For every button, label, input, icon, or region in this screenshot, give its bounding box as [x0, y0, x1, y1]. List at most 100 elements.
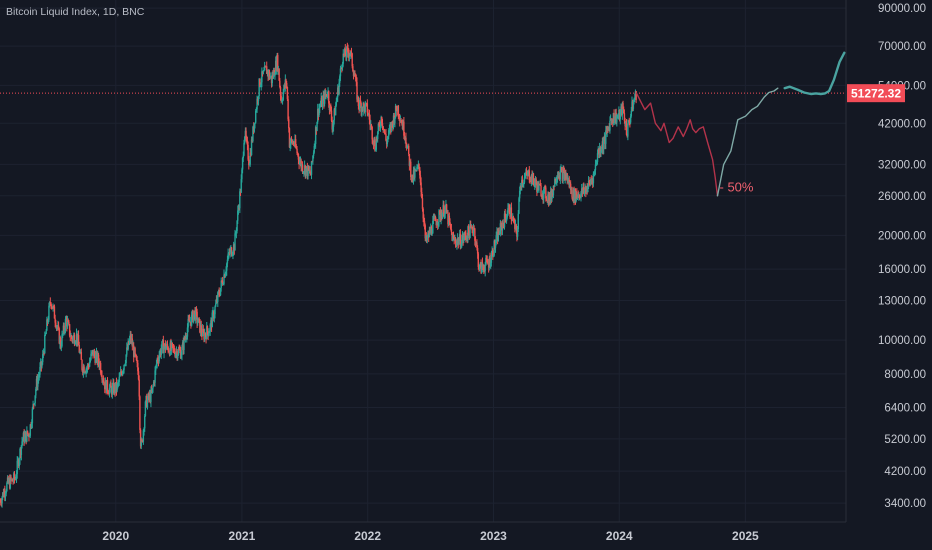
candle-body [292, 142, 295, 145]
candle-body [435, 221, 437, 226]
candle-body [348, 53, 351, 57]
candle-body [599, 147, 601, 154]
candle-body [37, 378, 39, 387]
candle-body [349, 53, 351, 55]
candle-body [508, 204, 511, 213]
candle-body [258, 78, 260, 97]
candle-body [416, 166, 419, 168]
candle-body [49, 302, 52, 303]
candle-body [26, 430, 29, 435]
candle-body [135, 354, 137, 356]
candle-body [313, 145, 315, 153]
candle-body [498, 230, 500, 235]
candle-body [34, 395, 36, 404]
y-tick-label: 10000.00 [878, 335, 926, 347]
candle-body [624, 120, 626, 127]
y-axis[interactable]: 90000.0070000.0054000.0042000.0032000.00… [878, 3, 926, 510]
candle-body [583, 186, 585, 193]
candle-body [474, 228, 476, 241]
candle-body [274, 74, 276, 76]
candle-body [359, 99, 362, 104]
candle-body [162, 339, 165, 354]
candle-body [151, 388, 154, 393]
y-tick-label: 4200.00 [884, 466, 926, 478]
x-axis[interactable]: 2020 2021 2022 2023 2024 2025 [102, 529, 759, 543]
candle-body [544, 186, 546, 188]
candle-body [172, 344, 174, 348]
candle-body [170, 342, 173, 350]
candle-body [376, 138, 378, 140]
candle-body [376, 131, 379, 140]
candle-body [350, 52, 353, 54]
candle-body [432, 220, 434, 234]
candle-body [66, 320, 69, 327]
candle-body [323, 92, 326, 104]
candle-body [497, 230, 499, 242]
candle-body [504, 213, 506, 218]
candle-body [567, 180, 569, 182]
candle-body [28, 435, 31, 438]
candle-body [494, 243, 497, 248]
candle-body [242, 155, 244, 159]
candle-body [452, 235, 454, 241]
candle-body [556, 179, 558, 181]
candle-body [593, 172, 595, 174]
candle-body [370, 124, 373, 128]
candle-body [594, 170, 596, 173]
candle-body [308, 165, 310, 171]
candle-body [223, 274, 225, 284]
candle-body [588, 180, 590, 182]
candle-body [116, 384, 118, 391]
candle-body [110, 383, 112, 388]
candle-body [224, 273, 227, 278]
candle-body [463, 232, 466, 238]
candle-body [408, 154, 411, 166]
candle-body [171, 342, 174, 345]
candle-body [176, 351, 178, 359]
candle-body [124, 364, 126, 366]
candle-body [13, 473, 16, 480]
candle-body [595, 163, 597, 165]
candle-body [485, 257, 488, 260]
candle-body [434, 216, 437, 222]
candle-body [78, 344, 80, 353]
y-tick-label: 20000.00 [878, 230, 926, 242]
candle-body [77, 335, 80, 345]
candle-body [623, 109, 625, 114]
candle-body [41, 362, 43, 367]
candle-body [256, 98, 258, 110]
candle-body [181, 347, 183, 356]
candle-body [432, 217, 435, 221]
candle-body [476, 248, 479, 254]
candle-body [523, 182, 525, 184]
candle-body [254, 122, 256, 124]
candle-body [32, 404, 34, 409]
candle-body [524, 175, 526, 178]
candle-body [137, 371, 140, 380]
candle-body [525, 171, 527, 176]
candle-body [4, 493, 7, 496]
candle-body [490, 262, 492, 267]
candle-body [158, 355, 160, 362]
candle-body [245, 130, 247, 139]
candle-body [22, 439, 24, 442]
x-tick-label: 2025 [732, 529, 759, 543]
candle-body [240, 179, 242, 193]
candle-body [127, 341, 129, 350]
candle-body [583, 190, 586, 193]
candle-body [460, 246, 462, 247]
candle-body [297, 154, 300, 160]
candle-body [516, 229, 519, 237]
candle-body [518, 198, 520, 214]
candle-body [5, 490, 7, 494]
candle-body [273, 70, 276, 76]
candle-body [286, 86, 289, 100]
candle-body [474, 240, 477, 243]
candle-body [384, 133, 386, 134]
candle-body [456, 241, 458, 246]
candle-body [61, 334, 63, 347]
candle-body [617, 115, 619, 117]
candle-body [461, 239, 463, 247]
